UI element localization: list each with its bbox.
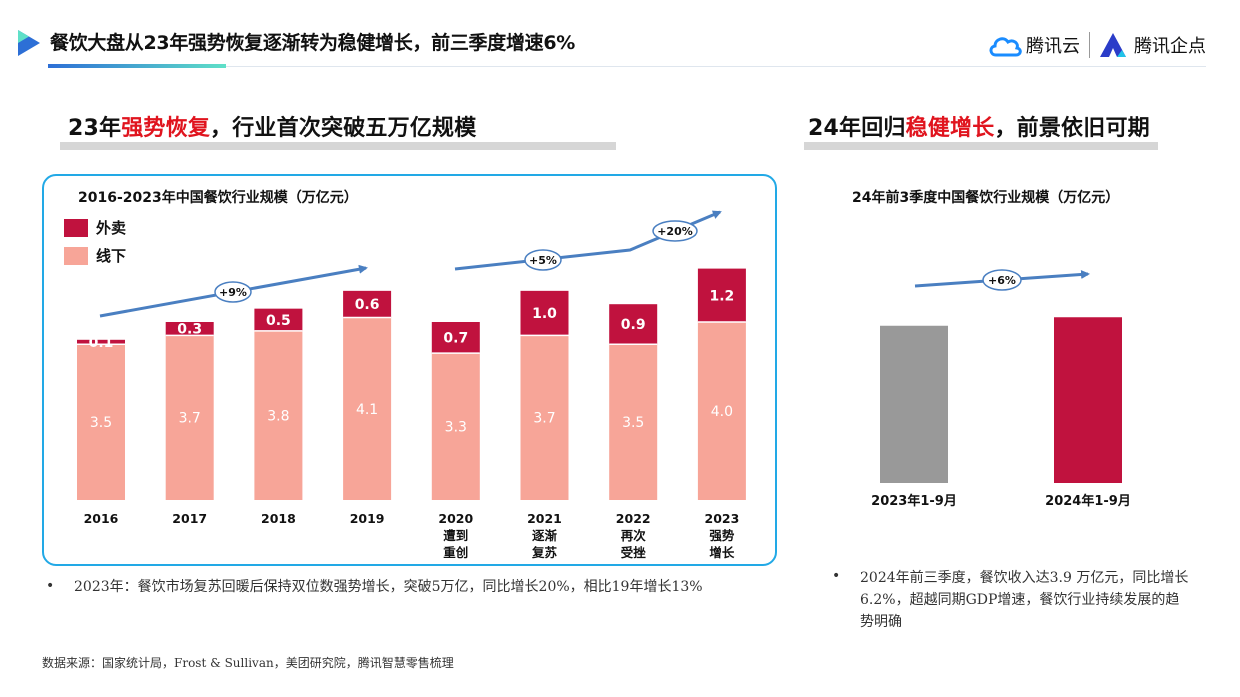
right-title-highlight: 稳健增长: [905, 116, 995, 141]
right-bullet-dot: •: [832, 568, 841, 584]
bar-right-1: [1054, 317, 1122, 483]
right-chart-title: 24年前3季度中国餐饮行业规模（万亿元）: [852, 190, 1120, 206]
left-section-title: 23年强势恢复，行业首次突破五万亿规模: [68, 110, 476, 142]
legend-takeout-swatch: [64, 218, 88, 237]
left-bullet-dot: •: [46, 578, 55, 594]
left-title-pre: 23年: [68, 116, 122, 141]
data-source-footnote: 数据来源：国家统计局，Frost & Sullivan，美团研究院，腾讯智慧零售…: [42, 656, 454, 670]
brand-cloud-label: 腾讯云: [1026, 36, 1080, 57]
trend-arrow-2024: [914, 269, 1090, 288]
cloud-icon: [989, 37, 1022, 57]
title-divider: [226, 66, 1206, 67]
brand-divider: [1089, 32, 1090, 58]
right-bullet-text: 2024年前三季度，餐饮收入达3.9 万亿元，同比增长 6.2%，超越同期GDP…: [860, 570, 1189, 630]
bar-right-0: [880, 325, 948, 483]
left-title-bar: [60, 142, 616, 150]
left-title-post: ，行业首次突破五万亿规模: [210, 116, 477, 141]
trend-badge-6: [982, 269, 1022, 291]
title-underline: [48, 64, 226, 68]
left-chart-title: 2016-2023年中国餐饮行业规模（万亿元）: [78, 190, 358, 206]
page-title: 餐饮大盘从23年强势恢复逐渐转为稳健增长，前三季度增速6%: [50, 32, 575, 54]
right-title-post: ，前景依旧可期: [994, 116, 1150, 141]
legend-offline: 线下: [64, 245, 126, 266]
right-title-bar: [804, 142, 1158, 150]
trend-label-6: +6%: [988, 274, 1016, 287]
qidian-icon: [1100, 33, 1126, 57]
tencent-cloud-logo: 腾讯云: [988, 32, 1080, 58]
left-chart-frame: [42, 174, 777, 566]
brand-qidian-label: 腾讯企点: [1134, 36, 1206, 57]
legend-takeout: 外卖: [64, 217, 126, 238]
legend-offline-swatch: [64, 246, 88, 265]
play-logo-icon: [18, 30, 40, 56]
right-title-pre: 24年回归: [808, 116, 906, 141]
legend-offline-label: 线下: [96, 247, 127, 265]
left-bullet-text: 2023年：餐饮市场复苏回暖后保持双位数强势增长，突破5万亿，同比增长20%，相…: [74, 579, 703, 595]
right-section-title: 24年回归稳健增长，前景依旧可期: [808, 110, 1150, 142]
tencent-qidian-logo: 腾讯企点: [1100, 32, 1206, 58]
x-label-right-0: 2023年1-9月: [871, 493, 957, 509]
x-label-right-1: 2024年1-9月: [1045, 493, 1131, 509]
header: 餐饮大盘从23年强势恢复逐渐转为稳健增长，前三季度增速6% 腾讯云 腾讯企点: [0, 0, 1240, 72]
left-title-highlight: 强势恢复: [121, 116, 211, 141]
legend-takeout-label: 外卖: [96, 219, 127, 237]
